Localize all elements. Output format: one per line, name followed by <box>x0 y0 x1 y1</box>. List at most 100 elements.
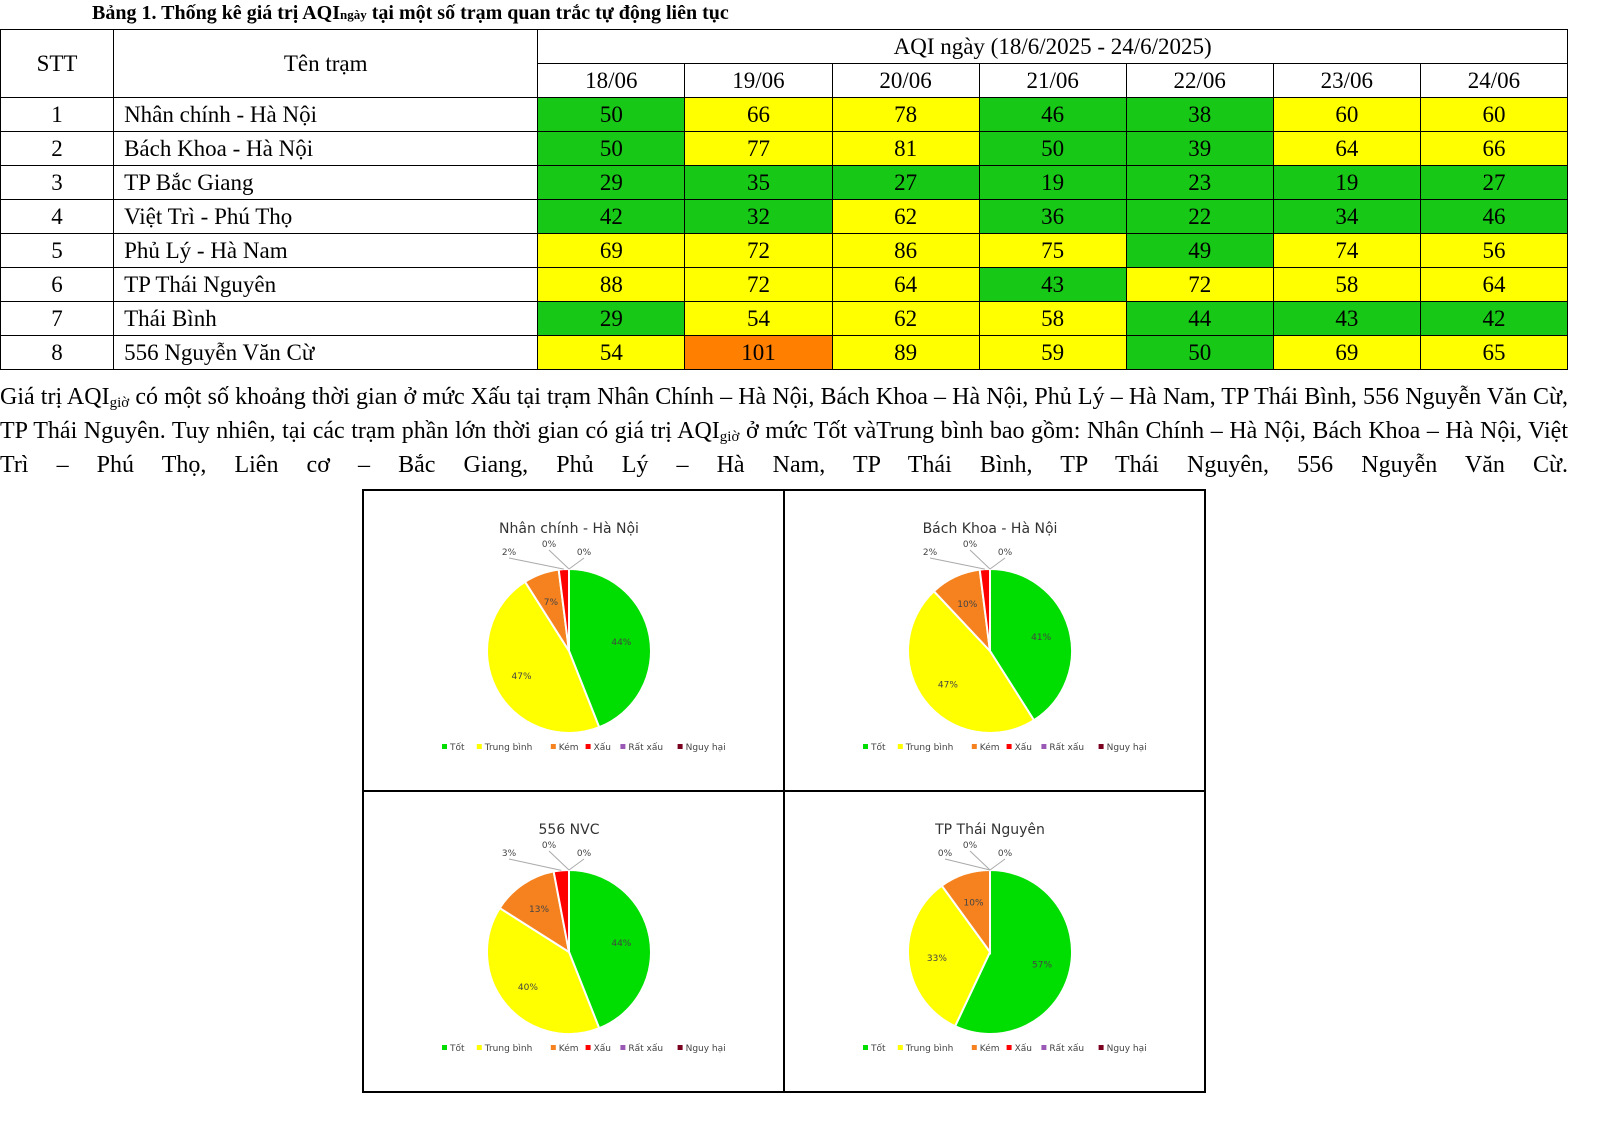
cell-aqi: 77 <box>684 131 833 166</box>
legend-item: Trung bình <box>905 743 953 753</box>
data-label: 0% <box>998 548 1013 558</box>
cell-stt: 7 <box>0 301 115 336</box>
cell-aqi: 34 <box>1272 199 1421 234</box>
cell-aqi: 32 <box>684 199 833 234</box>
cell-aqi: 69 <box>537 233 686 268</box>
cell-station: Việt Trì - Phú Thọ <box>113 199 539 234</box>
data-label: 0% <box>577 849 592 859</box>
legend-item: Kém <box>980 742 1000 753</box>
para-sub: giờ <box>719 429 740 445</box>
table-caption: Bảng 1. Thống kê giá trị AQIngày tại một… <box>92 2 729 25</box>
legend-swatch <box>442 744 447 749</box>
data-label: 3% <box>502 849 517 859</box>
cell-aqi: 64 <box>1272 131 1421 166</box>
para-text: có một số khoảng thời gian ở mức Xấu tại… <box>0 384 1569 444</box>
data-label: 40% <box>518 983 538 993</box>
data-label: 10% <box>964 898 984 908</box>
legend-swatch <box>1006 1045 1012 1050</box>
data-label: 47% <box>512 672 532 682</box>
data-label: 2% <box>923 548 938 558</box>
cell-stt: 5 <box>0 233 115 268</box>
legend-item: Trung bình <box>905 1044 953 1054</box>
cell-aqi: 75 <box>978 233 1127 268</box>
legend-swatch <box>620 744 626 749</box>
legend-item: Rất xấu <box>1049 742 1084 753</box>
cell-aqi: 60 <box>1419 97 1569 132</box>
pie-slice-2 <box>498 870 571 955</box>
cell-aqi: 62 <box>831 301 980 336</box>
cell-station: Thái Bình <box>113 301 539 336</box>
legend-item: Nguy hại <box>686 743 726 753</box>
cell-stt: 8 <box>0 335 115 370</box>
table-row: 3 TP Bắc Giang 29 35 27 19 23 19 27 <box>0 165 1569 200</box>
pie-slice-1 <box>907 589 1036 734</box>
table-row: 2 Bách Khoa - Hà Nội 50 77 81 50 39 64 66 <box>0 131 1569 166</box>
pie-slice-0 <box>568 868 652 1030</box>
data-label: 0% <box>542 841 557 851</box>
para-text: Giá trị AQI <box>0 384 110 410</box>
legend-item: Trung bình <box>484 743 532 753</box>
leader-line <box>548 549 570 570</box>
leader-line <box>508 557 564 570</box>
data-label: 0% <box>542 540 557 550</box>
leader-line <box>929 557 985 570</box>
cell-stt: 4 <box>0 199 115 234</box>
cell-aqi: 69 <box>1272 335 1421 370</box>
data-label: 44% <box>611 638 631 648</box>
cell-aqi: 39 <box>1125 131 1274 166</box>
legend-swatch <box>971 1045 977 1050</box>
cell-aqi: 89 <box>831 335 980 370</box>
legend-item: Nguy hại <box>1107 743 1147 753</box>
pie-chart: Nhân chính - Hà Nội 44% 47% 7% 2% 0% 0% Tốt Trun… <box>442 521 726 753</box>
legend-item: Tốt <box>870 742 886 753</box>
pie-slice-1 <box>907 884 992 1028</box>
cell-aqi: 19 <box>978 165 1127 200</box>
data-label: 0% <box>963 841 978 851</box>
header-name: Tên trạm <box>113 29 539 98</box>
cell-aqi: 62 <box>831 199 980 234</box>
legend-item: Kém <box>559 742 579 753</box>
cell-aqi: 72 <box>684 267 833 302</box>
cell-aqi: 50 <box>1125 335 1274 370</box>
cell-aqi: 64 <box>1419 267 1569 302</box>
cell-aqi: 54 <box>537 335 686 370</box>
cell-stt: 1 <box>0 97 115 132</box>
data-label: 10% <box>957 600 977 610</box>
data-label: 44% <box>611 939 631 949</box>
data-label: 2% <box>502 548 517 558</box>
cell-aqi: 50 <box>537 97 686 132</box>
cell-aqi: 43 <box>1272 301 1421 336</box>
legend-item: Xấu <box>594 742 611 753</box>
para-sub: giờ <box>109 395 130 411</box>
legend-swatch <box>897 1045 903 1050</box>
cell-stt: 6 <box>0 267 115 302</box>
cell-aqi: 72 <box>684 233 833 268</box>
cell-stt: 3 <box>0 165 115 200</box>
cell-aqi: 46 <box>978 97 1127 132</box>
cell-aqi: 50 <box>978 131 1127 166</box>
data-label: 41% <box>1031 633 1051 643</box>
pie-chart-grid: Nhân chính - Hà Nội 44% 47% 7% 2% 0% 0% Tốt Trun… <box>362 489 1206 1093</box>
cell-station: TP Thái Nguyên <box>113 267 539 302</box>
pie-chart: Bách Khoa - Hà Nội 41% 47% 10% 2% 0% 0% Tốt Trun… <box>863 521 1147 753</box>
legend-swatch <box>585 1045 591 1050</box>
pie-chart: TP Thái Nguyên 57% 33% 10% 0% 0% 0% Tốt Trung bì… <box>863 822 1147 1054</box>
data-label: 13% <box>529 905 549 915</box>
legend-item: Rất xấu <box>628 1043 663 1054</box>
cell-aqi: 42 <box>537 199 686 234</box>
aqi-table: STT Tên trạm AQI ngày (18/6/2025 - 24/6/… <box>0 29 1569 370</box>
cell-aqi: 46 <box>1419 199 1569 234</box>
legend-item: Xấu <box>594 1043 611 1054</box>
cell-aqi: 81 <box>831 131 980 166</box>
pie-chart: 556 NVC 44% 40% 13% 3% 0% 0% Tốt Trung bình Kém Xấ… <box>442 822 726 1054</box>
cell-aqi: 72 <box>1125 267 1274 302</box>
header-date: 23/06 <box>1272 63 1421 98</box>
cell-aqi: 19 <box>1272 165 1421 200</box>
legend-swatch <box>1098 744 1104 749</box>
data-label: 33% <box>927 954 947 964</box>
header-date: 24/06 <box>1419 63 1569 98</box>
data-label: 0% <box>963 540 978 550</box>
legend-item: Trung bình <box>484 1044 532 1054</box>
legend-swatch <box>971 744 977 749</box>
cell-aqi: 65 <box>1419 335 1569 370</box>
